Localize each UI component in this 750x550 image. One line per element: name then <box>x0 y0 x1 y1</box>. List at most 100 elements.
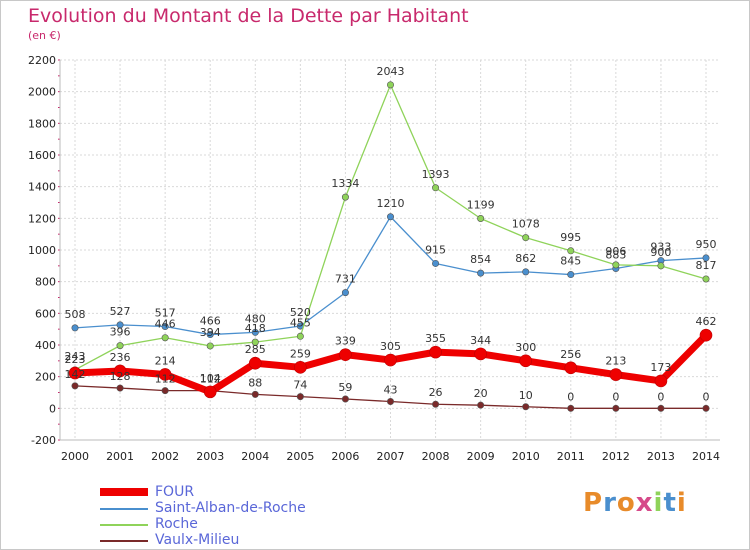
chart-subtitle: (en €) <box>28 29 61 42</box>
data-label: 462 <box>696 315 717 328</box>
data-label: 142 <box>65 368 86 381</box>
data-label: 0 <box>657 390 664 403</box>
data-point <box>251 328 259 336</box>
data-label: 104 <box>200 372 221 385</box>
data-point <box>161 334 169 342</box>
data-label: 854 <box>470 253 491 266</box>
data-label: 74 <box>293 379 307 392</box>
data-label: 731 <box>335 273 356 286</box>
data-label: 243 <box>65 350 86 363</box>
data-point <box>384 353 397 367</box>
x-tick-label: 2008 <box>422 450 450 463</box>
data-point <box>567 271 575 279</box>
y-tick-label: 600 <box>35 307 56 320</box>
x-tick-label: 2012 <box>602 450 630 463</box>
data-point <box>699 328 713 342</box>
data-point <box>68 366 82 380</box>
data-label: 1334 <box>331 177 359 190</box>
data-label: 480 <box>245 312 266 325</box>
data-point <box>386 81 394 89</box>
data-label: 933 <box>650 241 671 254</box>
data-point <box>161 387 169 395</box>
x-tick-label: 2003 <box>196 450 224 463</box>
data-point <box>477 269 485 277</box>
data-label: 1210 <box>377 197 405 210</box>
data-point <box>206 331 214 339</box>
legend-label-vaulx-milieu: Vaulx-Milieu <box>155 532 240 548</box>
data-label: 906 <box>605 245 626 258</box>
data-label: 950 <box>696 238 717 251</box>
data-point <box>341 193 349 201</box>
data-label: 466 <box>200 315 221 328</box>
data-point <box>522 234 530 242</box>
x-tick-label: 2002 <box>151 450 179 463</box>
data-point <box>113 364 127 378</box>
legend-label-saint-alban: Saint-Alban-de-Roche <box>155 500 306 516</box>
legend-label-four: FOUR <box>155 484 195 500</box>
data-point <box>432 184 440 192</box>
data-label: 394 <box>200 326 221 339</box>
data-point <box>474 347 487 361</box>
y-tick-label: -200 <box>31 434 56 447</box>
data-point <box>432 259 440 267</box>
data-point <box>564 361 578 375</box>
data-point <box>522 268 530 276</box>
legend-swatch-saint-alban <box>100 508 148 510</box>
x-tick-label: 2014 <box>692 450 720 463</box>
data-point <box>702 254 710 262</box>
data-label: 256 <box>560 348 581 361</box>
legend-label-roche: Roche <box>155 516 198 532</box>
data-point <box>612 404 620 412</box>
data-label: 43 <box>384 384 398 397</box>
data-label: 173 <box>650 361 671 374</box>
data-label: 213 <box>605 355 626 368</box>
data-point <box>116 321 124 329</box>
data-label: 418 <box>245 322 266 335</box>
chart-title: Evolution du Montant de la Dette par Hab… <box>28 5 469 27</box>
data-label: 817 <box>696 259 717 272</box>
data-point <box>612 261 620 269</box>
data-point <box>251 338 259 346</box>
data-point <box>341 289 349 297</box>
data-label: 344 <box>470 334 491 347</box>
brand-logo: Proxiti <box>583 488 687 518</box>
y-tick-label: 2200 <box>28 54 56 67</box>
data-point <box>702 275 710 283</box>
data-point <box>116 342 124 350</box>
y-tick-label: 1000 <box>28 244 56 257</box>
data-label: 112 <box>155 373 176 386</box>
y-tick-label: 1800 <box>28 117 56 130</box>
x-tick-label: 2007 <box>377 450 405 463</box>
y-tick-label: 200 <box>35 371 56 384</box>
data-point <box>567 404 575 412</box>
data-label: 10 <box>519 389 533 402</box>
data-point <box>429 345 442 359</box>
axes: -200020040060080010001200140016001800200… <box>28 54 720 463</box>
data-label: 0 <box>567 390 574 403</box>
x-tick-label: 2000 <box>61 450 89 463</box>
data-point <box>519 354 533 368</box>
data-point <box>477 401 485 409</box>
data-label: 20 <box>474 387 488 400</box>
data-point <box>386 213 394 221</box>
data-label: 26 <box>429 386 443 399</box>
data-label: 305 <box>380 340 401 353</box>
data-label: 88 <box>248 376 262 389</box>
y-tick-label: 1200 <box>28 212 56 225</box>
data-label: 396 <box>110 326 131 339</box>
y-tick-label: 400 <box>35 339 56 352</box>
data-label: 995 <box>560 231 581 244</box>
data-label: 339 <box>335 335 356 348</box>
y-tick-label: 0 <box>49 402 56 415</box>
data-point <box>71 324 79 332</box>
x-tick-label: 2009 <box>467 450 495 463</box>
y-tick-label: 2000 <box>28 86 56 99</box>
legend-swatch-vaulx-milieu <box>100 540 148 542</box>
data-label: 517 <box>155 306 176 319</box>
data-point <box>654 374 668 388</box>
data-label: 0 <box>703 390 710 403</box>
data-point <box>161 322 169 330</box>
x-tick-label: 2001 <box>106 450 134 463</box>
data-point <box>432 400 440 408</box>
data-label: 259 <box>290 347 311 360</box>
